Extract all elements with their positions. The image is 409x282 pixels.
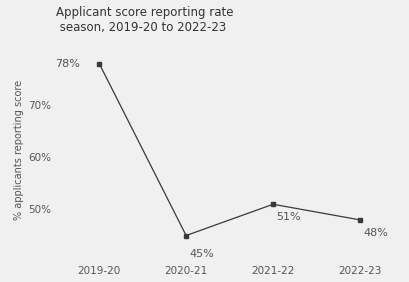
Text: Applicant score reporting rate
 season, 2019-20 to 2022-23: Applicant score reporting rate season, 2… bbox=[56, 6, 233, 34]
Text: 48%: 48% bbox=[364, 228, 388, 238]
Text: 51%: 51% bbox=[276, 212, 301, 222]
Text: 45%: 45% bbox=[190, 248, 214, 259]
Y-axis label: % applicants reporting score: % applicants reporting score bbox=[14, 80, 24, 220]
Text: 78%: 78% bbox=[55, 59, 80, 69]
